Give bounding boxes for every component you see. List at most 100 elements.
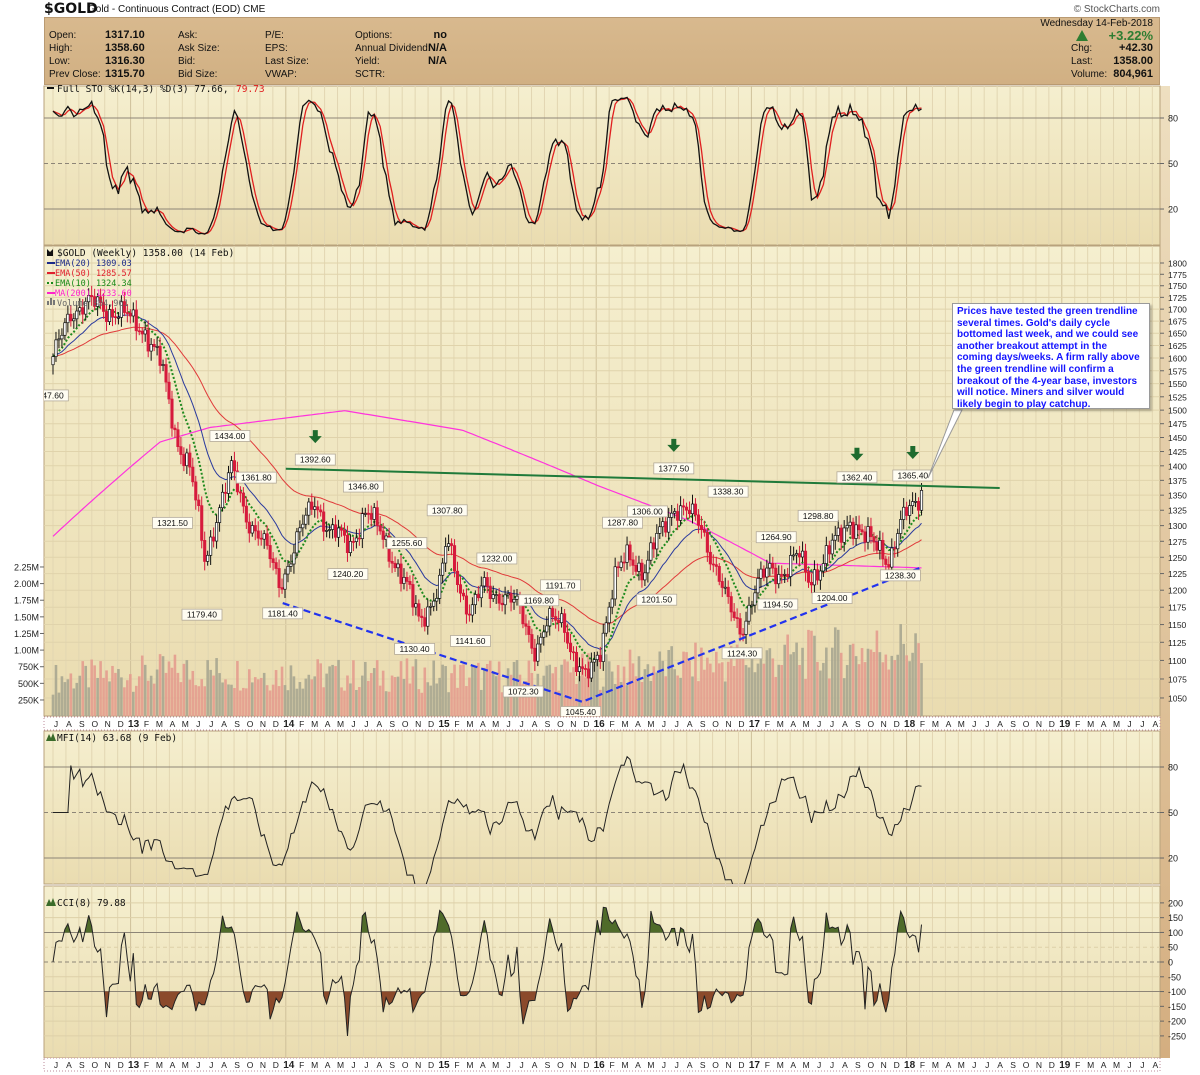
candle-body	[827, 545, 831, 555]
candle	[75, 305, 79, 328]
volume-bar	[917, 643, 920, 716]
candle-body	[524, 623, 528, 627]
candle-body	[667, 517, 671, 533]
candle-body	[723, 586, 727, 589]
candle	[81, 299, 85, 324]
candle-body	[509, 593, 513, 603]
volume-bar	[851, 643, 855, 716]
candle-body	[494, 594, 498, 596]
volume-bar	[78, 675, 82, 716]
candle	[247, 513, 251, 543]
candle	[851, 517, 855, 546]
candle-body	[366, 513, 370, 515]
volume-bar	[393, 677, 397, 716]
candle-body	[789, 555, 793, 577]
volume-bar	[480, 689, 483, 716]
x-axis-label: J	[507, 1060, 511, 1070]
candle	[708, 545, 712, 571]
price-label-text: 1392.60	[300, 455, 331, 465]
candle	[774, 563, 778, 594]
volume-bar	[485, 663, 489, 716]
candle-body	[842, 527, 846, 543]
volume-bar	[845, 665, 849, 716]
x-axis-label: M	[1087, 719, 1094, 729]
x-axis-label: D	[428, 719, 434, 729]
volume-bar	[185, 660, 189, 716]
candle	[604, 616, 608, 637]
volume-bar	[741, 649, 745, 716]
x-axis-label: F	[454, 1060, 459, 1070]
candle	[170, 390, 174, 437]
candle	[441, 558, 445, 584]
price-tick-label: 1300	[1168, 521, 1187, 531]
price-label: 1306.00	[627, 505, 668, 518]
volume-bar	[200, 679, 204, 716]
price-label: 1201.50	[636, 593, 678, 606]
volume-bar	[233, 687, 236, 716]
candle-body	[482, 577, 486, 587]
price-label-box	[540, 579, 581, 592]
annual-dividend-label: Annual Dividend:	[355, 43, 431, 54]
candle-body	[215, 522, 219, 542]
candle	[613, 557, 617, 606]
volume-bar	[215, 658, 218, 716]
candle-body	[354, 537, 358, 542]
x-axis-label: F	[765, 719, 770, 729]
volume-bar	[726, 661, 730, 716]
price-label-text: 1346.80	[348, 482, 379, 492]
candle	[140, 327, 144, 344]
candle-body	[676, 511, 680, 521]
volume-bar	[777, 664, 781, 716]
price-label-box	[386, 537, 428, 550]
candle-body	[586, 668, 590, 679]
price-label: 1287.80	[602, 516, 643, 529]
x-axis-bottom: J A S O N D 13 F M A M J J A S O N D 14 F M A M J J A S O N D 15 F M A M J J…	[43, 1057, 1161, 1072]
x-axis-label: F	[144, 719, 149, 729]
candle-body	[545, 625, 549, 633]
x-axis-label: A	[635, 719, 641, 729]
candle	[655, 524, 659, 558]
x-axis-label: N	[570, 1060, 576, 1070]
candle-body	[241, 492, 245, 507]
x-axis-label: J	[985, 1060, 989, 1070]
candle	[429, 602, 433, 616]
candle-body	[414, 603, 418, 608]
x-axis-label: O	[402, 1060, 409, 1070]
price-label-box	[209, 430, 251, 442]
candle	[414, 595, 418, 616]
x-axis-label: J	[1140, 1060, 1144, 1070]
candle-body	[580, 666, 584, 669]
volume-bar	[242, 687, 245, 716]
candle	[571, 646, 576, 662]
bid-size-label: Bid Size:	[178, 69, 218, 80]
volume-bar	[277, 686, 281, 716]
volume-bar	[176, 672, 180, 716]
candle	[137, 323, 141, 336]
candle-body	[447, 543, 451, 547]
candle	[411, 575, 415, 616]
candle-body	[658, 526, 662, 534]
x-axis-label: 19	[1059, 1060, 1071, 1071]
candle	[209, 530, 213, 565]
x-axis-label: A	[532, 719, 538, 729]
x-axis-strip	[43, 716, 1161, 731]
x-axis-label: J	[972, 719, 976, 729]
price-tick-label: 1700	[1168, 305, 1187, 315]
volume-legend: Volume 804,961	[57, 299, 129, 309]
candle-body	[220, 491, 225, 509]
candle	[491, 585, 495, 603]
candle	[890, 538, 894, 572]
volume-label: Volume:	[1071, 69, 1108, 80]
candle	[90, 285, 94, 306]
x-axis-strip	[43, 1057, 1161, 1072]
volume-bar	[905, 655, 908, 716]
x-axis-label: F	[920, 1060, 925, 1070]
candle	[134, 300, 138, 341]
candle	[485, 572, 489, 594]
x-axis-label: M	[958, 1060, 965, 1070]
volume-bar	[673, 669, 676, 716]
volume-bar	[566, 661, 569, 716]
copyright-link[interactable]: © StockCharts.com	[1073, 4, 1160, 15]
volume-bar	[289, 665, 293, 716]
candle	[836, 519, 840, 542]
